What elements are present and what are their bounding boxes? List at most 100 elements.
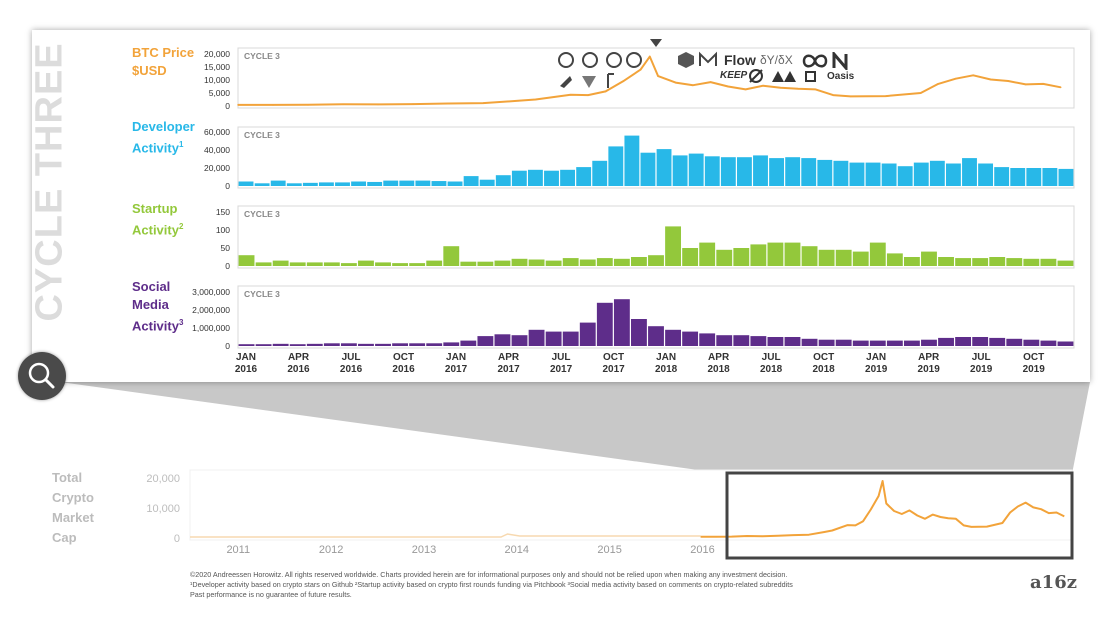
social-bar xyxy=(272,343,289,346)
btc-price-point xyxy=(447,102,449,105)
developer-bar xyxy=(318,182,334,186)
developer-bar xyxy=(785,157,801,186)
social-bar xyxy=(648,326,664,346)
btc-price-point xyxy=(569,94,572,96)
x-axis-year-label: 2017 xyxy=(497,364,520,375)
social-bar xyxy=(289,344,306,346)
social-bar xyxy=(562,331,579,346)
social-bar xyxy=(238,344,255,346)
developer-bar xyxy=(447,181,463,186)
btc-price-point xyxy=(649,55,651,58)
logo-icon xyxy=(606,52,622,68)
x-axis-year-label: 2016 xyxy=(340,364,363,375)
social-bar xyxy=(1040,340,1057,346)
x-axis-month-label: APR xyxy=(918,352,940,363)
startup-bar xyxy=(921,251,937,266)
developer-bar xyxy=(238,181,254,186)
zoom-badge xyxy=(18,352,66,400)
social-footnote-mark: 3 xyxy=(178,318,184,327)
startup-bar xyxy=(426,260,443,266)
btc-price-point xyxy=(989,78,992,81)
dev-label-line1: Developer xyxy=(132,119,195,134)
startup-bar xyxy=(1006,258,1023,266)
developer-bar xyxy=(383,180,399,186)
developer-panel-title: CYCLE 3 xyxy=(244,130,280,140)
social-bar xyxy=(494,334,511,346)
startup-bar xyxy=(340,263,357,266)
startup-ytick: 150 xyxy=(216,207,230,217)
developer-ytick: 40,000 xyxy=(204,145,230,155)
btc-price-point xyxy=(412,103,414,105)
startup-bar xyxy=(358,260,374,266)
social-bar xyxy=(1006,338,1023,346)
x-axis-month-label: JAN xyxy=(236,352,256,363)
market-cap-xtick: 2011 xyxy=(226,544,250,556)
startup-label-line1: Startup xyxy=(132,201,178,216)
btc-price-point xyxy=(832,94,834,96)
btc-price-point xyxy=(1042,83,1044,85)
logo-icon xyxy=(560,76,572,88)
btc-label-line2: $USD xyxy=(132,63,167,78)
market-cap-ytick: 20,000 xyxy=(146,473,180,485)
x-axis-year-label: 2017 xyxy=(550,364,573,375)
startup-bar xyxy=(682,248,699,266)
keep-logo: KEEP xyxy=(720,70,748,81)
startup-bar xyxy=(989,257,1006,266)
btc-ytick: 10,000 xyxy=(204,75,230,85)
btc-price-point xyxy=(517,100,519,102)
btc-price-point xyxy=(622,80,624,83)
social-bar xyxy=(579,322,596,346)
startup-bar xyxy=(409,263,426,266)
startup-bar xyxy=(903,257,920,266)
startup-bar xyxy=(869,242,886,266)
social-bar xyxy=(938,337,954,346)
developer-bar xyxy=(962,158,977,186)
social-bar xyxy=(409,343,426,346)
startup-bar xyxy=(613,258,630,266)
logo-icon xyxy=(558,52,574,68)
startup-bar xyxy=(289,262,306,266)
startup-bar xyxy=(852,251,869,266)
btc-price-point xyxy=(744,88,747,91)
btc-price-point xyxy=(657,75,659,77)
btc-panel: CYCLE 3 20,000 15,000 10,000 5,000 0 xyxy=(204,47,1075,111)
developer-bar xyxy=(929,160,945,186)
developer-bar xyxy=(270,180,286,186)
developer-bar xyxy=(415,180,431,186)
startup-bar xyxy=(886,253,903,266)
market-cap-label-line4: Cap xyxy=(52,530,77,545)
developer-bar xyxy=(254,183,270,186)
social-bar xyxy=(682,331,699,346)
x-axis-month-label: OCT xyxy=(603,352,624,363)
social-bar xyxy=(306,343,323,346)
btc-price-point xyxy=(534,98,537,101)
social-bar xyxy=(426,343,443,346)
startup-bar xyxy=(272,260,289,266)
developer-bar xyxy=(544,170,559,186)
developer-bar xyxy=(479,179,495,186)
social-bar xyxy=(1023,339,1040,346)
near-logo-icon xyxy=(832,52,848,70)
x-axis-year-label: 2018 xyxy=(655,364,678,375)
btc-price-point xyxy=(482,102,484,104)
startup-activity-label: Startup Activity2 xyxy=(132,200,183,239)
x-axis-month-label: APR xyxy=(288,352,310,363)
btc-price-point xyxy=(814,88,817,91)
market-cap-ytick: 10,000 xyxy=(146,503,180,515)
btc-price-point xyxy=(849,95,852,98)
social-bar xyxy=(903,340,920,346)
developer-bar xyxy=(913,162,929,186)
btc-price-point xyxy=(727,85,729,88)
startup-bar xyxy=(545,260,562,266)
btc-panel-title: CYCLE 3 xyxy=(244,51,280,61)
startup-bar xyxy=(733,248,750,266)
social-bar xyxy=(323,343,340,346)
dev-footnote-mark: 1 xyxy=(178,140,184,149)
developer-bar xyxy=(801,158,817,186)
x-axis-year-label: 2018 xyxy=(707,364,730,375)
footer-line3: Past performance is no guarantee of futu… xyxy=(190,590,352,599)
btc-price-point xyxy=(937,83,939,85)
startup-bar xyxy=(306,262,323,266)
x-axis-month-label: JUL xyxy=(972,352,991,363)
btc-price-point xyxy=(797,88,799,90)
